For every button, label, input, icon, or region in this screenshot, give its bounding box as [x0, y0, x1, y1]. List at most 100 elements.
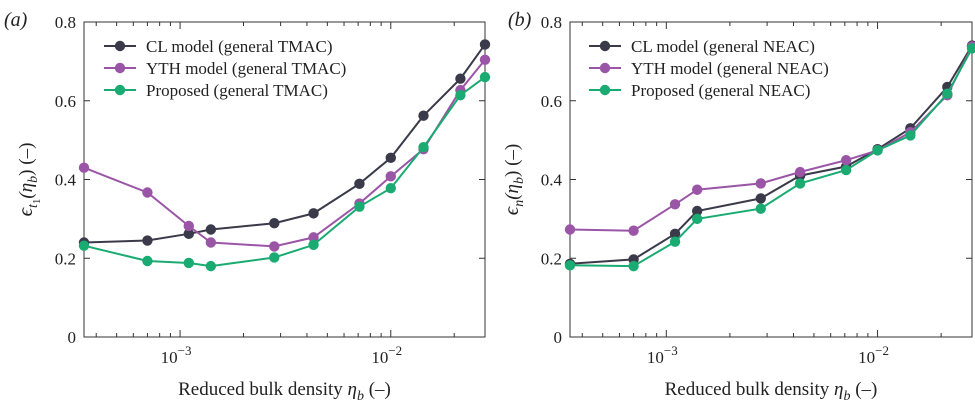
panel-b-x-tick-label: 10−3: [647, 343, 678, 367]
panel-a-legend-label: Proposed (general TMAC): [146, 81, 328, 100]
x-tick-exponent: −2: [388, 343, 402, 358]
panel-b-data-point: [564, 224, 576, 235]
panel-a-data-point: [418, 110, 429, 121]
panel-b-data-point: [755, 193, 766, 204]
y-label-argsub: b: [26, 176, 41, 183]
x-tick-exponent: −3: [178, 343, 192, 358]
panel-a-data-point: [269, 241, 280, 252]
panel-a-data-point: [479, 54, 491, 65]
panel-b-y-tick-label: 0.8: [541, 13, 562, 32]
panel-a-data-point: [479, 39, 491, 50]
x-tick-base: 10: [647, 348, 664, 367]
x-label-sub: b: [357, 389, 364, 404]
panel-b-data-point: [628, 225, 639, 236]
panel-b-legend-label: YTH model (general NEAC): [631, 59, 829, 78]
panel-b-legend-marker: [599, 40, 611, 52]
panel-a-data-point: [205, 224, 217, 235]
panel-a-data-point: [183, 220, 194, 232]
panel-b-y-tick-label: 0.6: [541, 92, 562, 111]
panel-a-x-tick-label: 10−3: [161, 343, 192, 367]
panel-b-legend: CL model (general NEAC) YTH model (genera…: [589, 37, 829, 100]
panel-a-data-point: [78, 162, 90, 173]
panel-b-tag: (b): [508, 9, 532, 31]
y-label-close: ) (–): [16, 143, 37, 176]
y-label-subsub: 1: [31, 199, 43, 205]
panel-b-y-tick-label: 0: [554, 328, 563, 347]
panel-a-data-point: [385, 171, 396, 182]
panel-a-data-point: [418, 142, 429, 153]
y-label-sub: n: [512, 200, 527, 207]
x-tick-exponent: −3: [664, 343, 678, 358]
panel-a-data-point: [142, 235, 153, 246]
x-tick-base: 10: [858, 348, 875, 367]
panel-b-y-tick-label: 0.4: [541, 171, 563, 190]
panel-a-x-tick-label: 10−2: [371, 343, 402, 367]
panel-a-data-point: [354, 178, 365, 190]
x-tick-base: 10: [161, 348, 178, 367]
panel-a-x-axis-label: Reduced bulk density ηb (–): [178, 379, 391, 404]
panel-a-legend-label: YTH model (general TMAC): [146, 59, 346, 78]
panel-a-legend-marker: [114, 62, 126, 74]
panel-b-y-tick-label: 0.2: [541, 249, 562, 268]
panel-a-data-point: [183, 228, 194, 240]
panel-b-legend-marker: [599, 84, 611, 96]
panel-b-y-axis-label: ϵn(ηb) (–): [499, 144, 527, 215]
panel-a-y-tick-label: 0.4: [55, 171, 77, 190]
panel-a-y-axis-label: ϵt1(ηb) (–): [13, 143, 43, 217]
panel-a-series-1: [78, 39, 491, 248]
panel-b-data-point: [794, 166, 806, 178]
panel-a-y-tick-label: 0.8: [55, 13, 76, 32]
panel-a-data-point: [205, 237, 217, 248]
panel-a-data-point: [205, 260, 217, 272]
panel-a-data-point: [183, 257, 194, 269]
x-label-text: Reduced bulk density: [665, 379, 834, 400]
x-tick-base: 10: [371, 348, 388, 367]
panel-b-data-point: [564, 260, 576, 271]
panel-a-data-point: [479, 71, 491, 83]
x-label-text: Reduced bulk density: [178, 379, 347, 400]
panel-a-data-point: [269, 252, 280, 263]
panel-a-data-point: [78, 240, 90, 251]
x-label-sub: b: [843, 389, 850, 404]
panel-b-data-point: [840, 155, 852, 166]
panel-b-legend-label: CL model (general NEAC): [631, 37, 815, 56]
y-label-symbol: ϵ: [499, 205, 523, 215]
panel-b-data-point: [966, 43, 975, 54]
x-label-symbol: η: [834, 379, 843, 400]
panel-b-data-point: [691, 205, 703, 217]
panel-b-data-point: [755, 203, 766, 214]
panel-b-x-tick-label: 10−2: [858, 343, 889, 367]
x-label-symbol: η: [348, 379, 357, 400]
panel-b-data-point: [669, 236, 681, 247]
panel-a-y-tick-label: 0.2: [55, 249, 76, 268]
y-label-arg: (η: [16, 183, 37, 199]
y-label-sub: t: [26, 203, 41, 208]
panel-b-data-point: [794, 178, 806, 189]
panel-a-data-point: [142, 255, 153, 267]
panel-b-data-point: [942, 88, 953, 99]
panel-a-data-point: [354, 201, 365, 212]
panel-a-data-point: [269, 218, 280, 229]
panel-b-data-point: [840, 164, 852, 176]
panel-a-legend-label: CL model (general TMAC): [146, 37, 333, 56]
y-label-argsub: b: [512, 177, 527, 184]
x-label-unit: (–): [850, 379, 877, 400]
y-label-arg: (η: [502, 184, 523, 200]
panel-b-data-point: [669, 228, 681, 240]
x-label-unit: (–): [364, 379, 391, 400]
panel-a-legend-marker: [114, 40, 126, 52]
y-label-symbol: ϵ: [13, 206, 37, 216]
panel-a-legend-marker: [114, 84, 126, 96]
panel-b-data-point: [691, 213, 703, 225]
panel-b-data-point: [755, 178, 766, 189]
panel-a-data-point: [455, 73, 466, 84]
x-tick-exponent: −2: [875, 343, 889, 358]
panel-b-data-point: [691, 184, 703, 195]
panel-b-data-point: [628, 260, 639, 272]
panel-a-series-3: [78, 71, 491, 272]
panel-a-tag: (a): [4, 9, 28, 31]
panel-a-legend: CL model (general TMAC) YTH model (genera…: [104, 37, 346, 100]
panel-a-data-point: [455, 90, 466, 101]
panel-a-data-point: [385, 182, 396, 194]
